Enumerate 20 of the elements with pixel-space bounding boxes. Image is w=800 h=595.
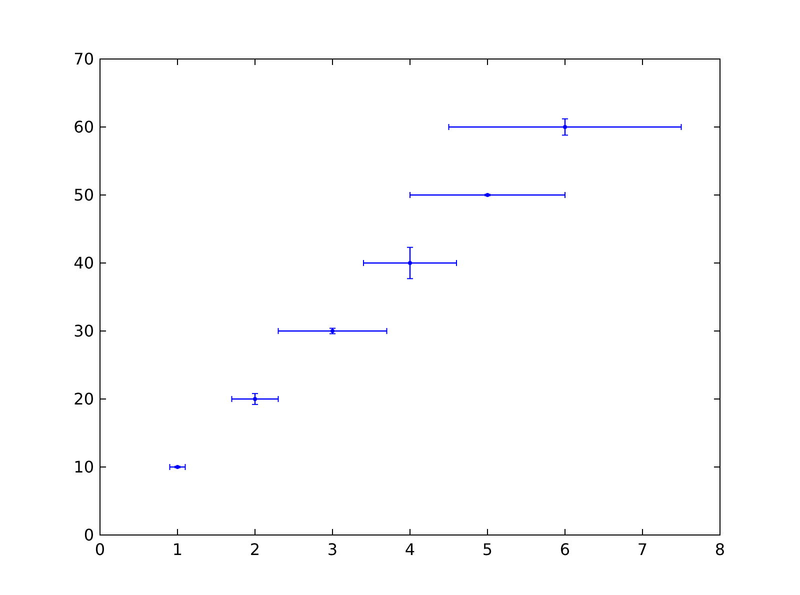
y-tick-label: 30 [74, 322, 94, 341]
x-tick-label: 7 [637, 540, 648, 559]
x-tick-label: 5 [482, 540, 493, 559]
point [408, 261, 412, 265]
x-tick-label: 8 [714, 540, 726, 559]
y-tick-label: 60 [74, 118, 94, 137]
x-tick-label: 0 [94, 540, 106, 559]
point [253, 397, 257, 401]
y-tick-label: 20 [74, 390, 94, 409]
x-tick-label: 1 [172, 540, 183, 559]
x-tick-label: 3 [327, 540, 338, 559]
y-tick-label: 40 [74, 254, 94, 273]
y-tick-label: 0 [84, 526, 94, 545]
x-tick-label: 4 [404, 540, 416, 559]
x-tick-label: 2 [250, 540, 260, 559]
y-tick-label: 10 [74, 458, 94, 477]
x-tick-label: 6 [560, 540, 570, 559]
y-tick-label: 50 [74, 186, 94, 205]
point [563, 125, 567, 129]
y-tick-label: 70 [74, 50, 94, 69]
